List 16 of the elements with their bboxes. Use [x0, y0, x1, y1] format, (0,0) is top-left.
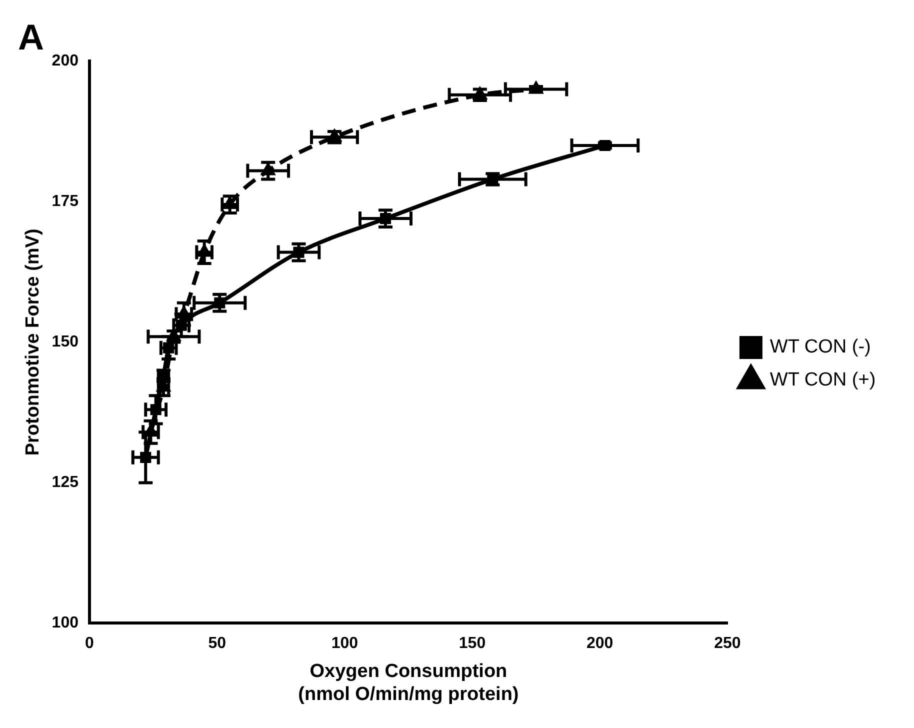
y-tick-label: 200	[52, 52, 79, 70]
x-tick-label: 200	[586, 635, 614, 652]
x-axis-title: Oxygen Consumption (nmol O/min/mg protein)	[298, 661, 519, 705]
x-tick-label: 0	[85, 635, 94, 652]
y-tick-label: 175	[52, 193, 79, 210]
y-tick-label: 100	[52, 614, 79, 632]
legend-label: WT CON (+)	[770, 370, 876, 391]
legend-label: WT CON (-)	[770, 336, 871, 358]
y-tick-label: 150	[52, 334, 79, 351]
x-tick-label: 250	[714, 635, 741, 652]
x-tick-label: 100	[331, 635, 358, 652]
x-tick-label: 50	[208, 635, 226, 652]
x-tick-label: 150	[458, 635, 486, 652]
y-tick-label: 125	[52, 474, 79, 492]
y-axis-title: Protonmotive Force (mV)	[22, 228, 44, 456]
chart-title: A	[18, 16, 44, 58]
